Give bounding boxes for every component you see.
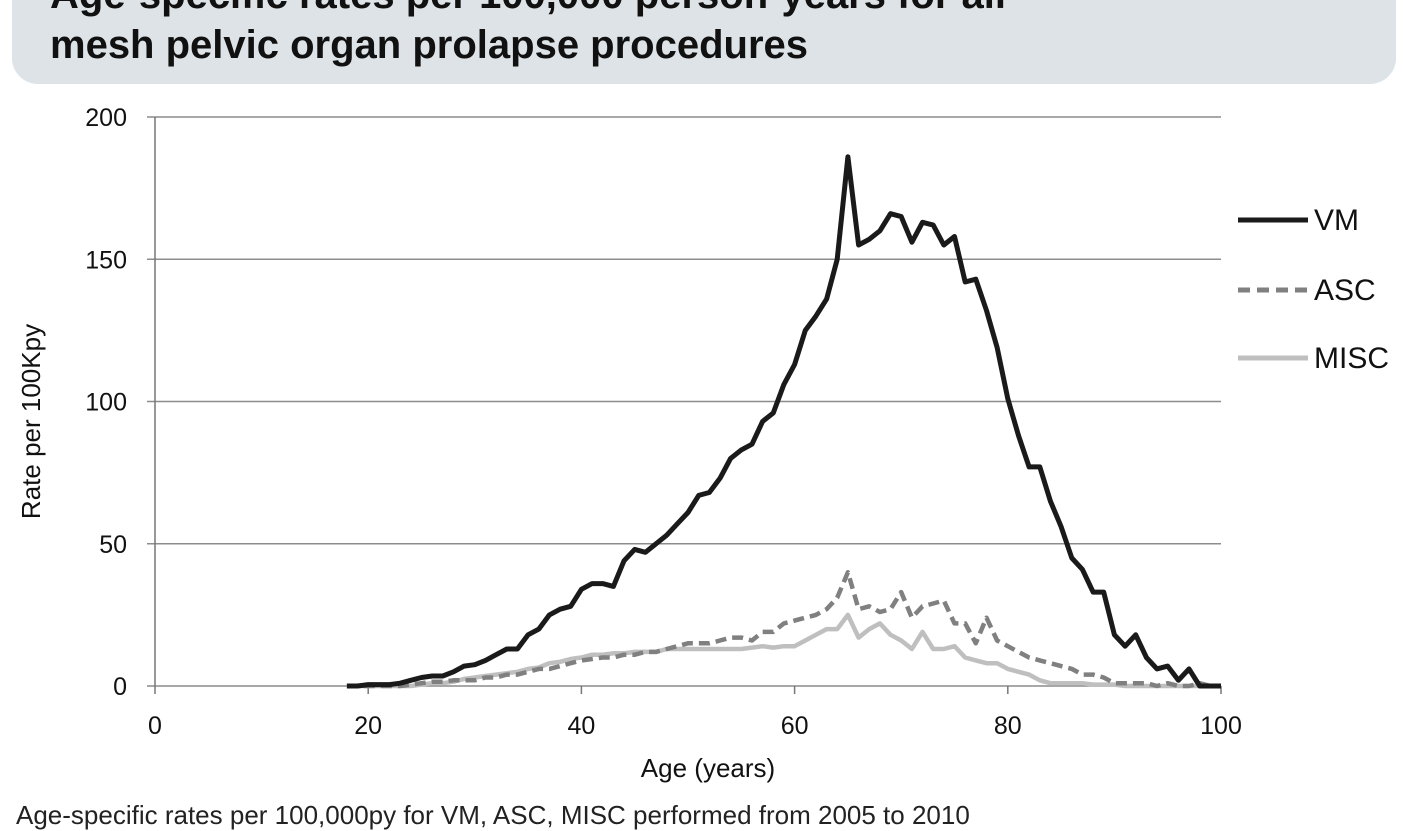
legend-label-misc: MISC (1314, 342, 1389, 375)
figure-caption: Age-specific rates per 100,000py for VM,… (16, 800, 970, 830)
x-tick-label-60: 60 (781, 712, 809, 740)
x-tick-label-20: 20 (354, 712, 382, 740)
y-tick-label-200: 200 (85, 104, 127, 132)
y-tick-label-0: 0 (113, 673, 127, 701)
y-tick-label-150: 150 (85, 246, 127, 274)
series-line-asc (346, 569, 1221, 689)
y-tick-label-100: 100 (85, 389, 127, 417)
x-tick-label-40: 40 (567, 712, 595, 740)
x-tick-label-100: 100 (1200, 712, 1242, 740)
series-line-vm (346, 154, 1221, 689)
x-axis-title: Age (years) (641, 753, 775, 783)
series-line-misc (346, 612, 1221, 689)
chart-title-line-2: mesh pelvic organ prolapse procedures (50, 23, 809, 67)
x-tick-label-80: 80 (994, 712, 1022, 740)
chart-title-line-1: Age-specific rates per 100,000 person-ye… (50, 0, 1350, 20)
chart-title: Age-specific rates per 100,000 person-ye… (50, 0, 1350, 70)
y-tick-label-50: 50 (99, 531, 127, 559)
legend-label-asc: ASC (1314, 274, 1376, 307)
legend-label-vm: VM (1314, 204, 1359, 237)
x-tick-label-0: 0 (148, 712, 162, 740)
y-axis-title: Rate per 100Kpy (16, 324, 46, 519)
title-banner: Age-specific rates per 100,000 person-ye… (12, 0, 1396, 84)
